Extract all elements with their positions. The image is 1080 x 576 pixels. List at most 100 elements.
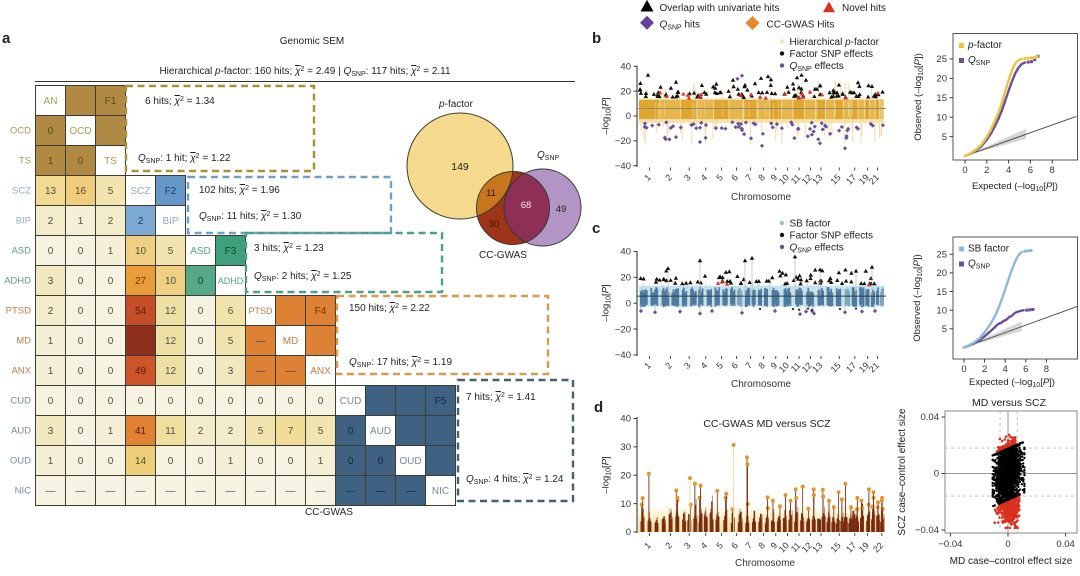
svg-text:—: — [376, 486, 386, 497]
svg-text:1: 1 [48, 366, 54, 377]
svg-text:54: 54 [135, 306, 147, 317]
svg-text:0: 0 [78, 426, 84, 437]
svg-text:1: 1 [108, 426, 114, 437]
svg-text:10: 10 [620, 499, 631, 510]
svg-text:3: 3 [48, 426, 54, 437]
svg-text:2: 2 [663, 540, 674, 551]
svg-text:—: — [286, 366, 296, 377]
svg-text:—: — [76, 486, 86, 497]
svg-text:0: 0 [198, 276, 204, 287]
svg-text:OCD: OCD [10, 126, 31, 137]
svg-text:0: 0 [78, 396, 84, 407]
svg-text:5: 5 [318, 426, 324, 437]
svg-text:10: 10 [936, 112, 947, 123]
svg-text:0: 0 [626, 111, 631, 122]
svg-text:1: 1 [108, 246, 114, 257]
svg-text:ADHD: ADHD [218, 276, 244, 286]
svg-text:—: — [406, 486, 416, 497]
svg-text:5: 5 [168, 246, 174, 257]
svg-text:6: 6 [1023, 364, 1028, 375]
svg-text:0: 0 [198, 396, 204, 407]
svg-text:a: a [2, 30, 11, 47]
svg-text:6: 6 [729, 540, 740, 551]
svg-text:BIP: BIP [16, 216, 31, 227]
svg-text:QSNP: 1 hit; χ2 = 1.22: QSNP: 1 hit; χ2 = 1.22 [138, 153, 231, 165]
svg-text:1: 1 [48, 456, 54, 467]
svg-text:—: — [166, 486, 176, 497]
svg-text:0: 0 [78, 366, 84, 377]
svg-text:QSNP effects: QSNP effects [790, 61, 844, 73]
svg-text:2: 2 [48, 306, 54, 317]
svg-text:2: 2 [138, 216, 144, 227]
svg-text:Chromosome: Chromosome [735, 558, 795, 569]
svg-text:2: 2 [663, 172, 674, 183]
svg-text:AUD: AUD [370, 426, 391, 437]
svg-text:2: 2 [228, 426, 234, 437]
svg-text:150 hits; χ2 = 2.22: 150 hits; χ2 = 2.22 [349, 303, 430, 314]
svg-text:0: 0 [961, 364, 966, 375]
svg-text:F1: F1 [105, 96, 117, 107]
svg-text:41: 41 [135, 426, 147, 437]
svg-text:68: 68 [521, 200, 532, 211]
svg-text:OCD: OCD [69, 126, 91, 137]
svg-text:10: 10 [135, 246, 147, 257]
svg-text:PTSD: PTSD [248, 306, 273, 316]
svg-text:−0.04: −0.04 [915, 525, 939, 536]
svg-text:–log10[P]: –log10[P] [601, 284, 613, 321]
svg-text:12: 12 [165, 366, 177, 377]
svg-text:Observed (–log10[P]): Observed (–log10[P]) [912, 254, 924, 342]
svg-text:6: 6 [1028, 165, 1033, 176]
svg-text:0: 0 [78, 276, 84, 287]
svg-text:BIP: BIP [162, 216, 178, 227]
svg-text:Overlap with univariate hits: Overlap with univariate hits [660, 3, 780, 14]
svg-text:AN: AN [44, 96, 58, 107]
svg-text:2: 2 [984, 165, 989, 176]
svg-text:ADHD: ADHD [4, 276, 31, 287]
svg-text:NIC: NIC [432, 486, 449, 497]
svg-text:8: 8 [756, 540, 767, 551]
svg-text:12: 12 [165, 336, 177, 347]
svg-text:0: 0 [198, 306, 204, 317]
svg-text:0: 0 [138, 396, 144, 407]
svg-text:p-factor: p-factor [967, 40, 1003, 51]
svg-text:0: 0 [348, 456, 354, 467]
svg-text:0: 0 [108, 306, 114, 317]
svg-text:—: — [46, 486, 56, 497]
svg-text:40: 40 [620, 247, 631, 258]
svg-text:d: d [594, 399, 603, 416]
svg-text:1: 1 [48, 336, 54, 347]
svg-text:9: 9 [769, 172, 780, 183]
svg-text:0: 0 [198, 366, 204, 377]
svg-text:c: c [592, 220, 600, 237]
svg-text:5: 5 [714, 172, 725, 183]
svg-text:0: 0 [626, 527, 631, 538]
svg-text:0: 0 [934, 469, 939, 480]
svg-text:CC-GWAS: CC-GWAS [479, 250, 527, 261]
svg-text:6: 6 [228, 306, 234, 317]
svg-text:0: 0 [108, 456, 114, 467]
svg-text:27: 27 [135, 276, 147, 287]
svg-text:ANX: ANX [11, 366, 31, 377]
svg-text:3: 3 [682, 540, 693, 551]
svg-text:QSNP: QSNP [968, 259, 991, 271]
svg-text:0: 0 [378, 456, 384, 467]
svg-text:SB factor: SB factor [790, 219, 832, 230]
svg-text:0: 0 [48, 126, 54, 137]
svg-text:MD: MD [16, 336, 31, 347]
svg-text:Factor SNP effects: Factor SNP effects [790, 231, 874, 242]
svg-text:0: 0 [48, 396, 54, 407]
svg-text:0: 0 [228, 396, 234, 407]
svg-text:4: 4 [1003, 364, 1008, 375]
svg-text:MD case–control effect size: MD case–control effect size [950, 556, 1073, 567]
svg-text:CUD: CUD [10, 396, 31, 407]
svg-text:15: 15 [936, 93, 947, 104]
svg-text:6 hits; χ2 = 1.34: 6 hits; χ2 = 1.34 [145, 96, 215, 107]
svg-text:NIC: NIC [15, 486, 32, 497]
svg-text:5: 5 [714, 360, 725, 371]
svg-text:Expected (–log10[P]): Expected (–log10[P]) [969, 377, 1055, 389]
svg-text:0: 0 [318, 396, 324, 407]
svg-text:1: 1 [318, 456, 324, 467]
svg-text:13: 13 [45, 186, 57, 197]
svg-text:QSNP: 11 hits; χ2 = 1.30: QSNP: 11 hits; χ2 = 1.30 [199, 211, 302, 223]
svg-text:SB factor: SB factor [968, 244, 1010, 255]
